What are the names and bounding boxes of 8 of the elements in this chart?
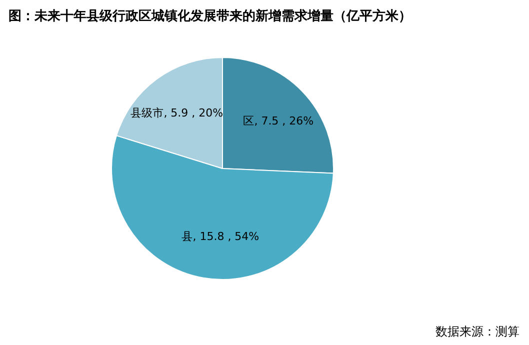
data-label: , 7.5 , 26% (254, 114, 314, 128)
chart-title: 图：未来十年县级行政区城镇化发展带来的新增需求增量（亿平方米） (8, 8, 412, 24)
slice-label: 县级市 (130, 106, 164, 120)
source-note: 数据来源：测算 (436, 324, 520, 338)
slice-label: 县 (182, 230, 193, 243)
data-label: , 15.8 , 54% (192, 230, 260, 243)
data-label: , 5.9 , 20% (164, 106, 224, 120)
slice-label: 区 (243, 114, 254, 128)
